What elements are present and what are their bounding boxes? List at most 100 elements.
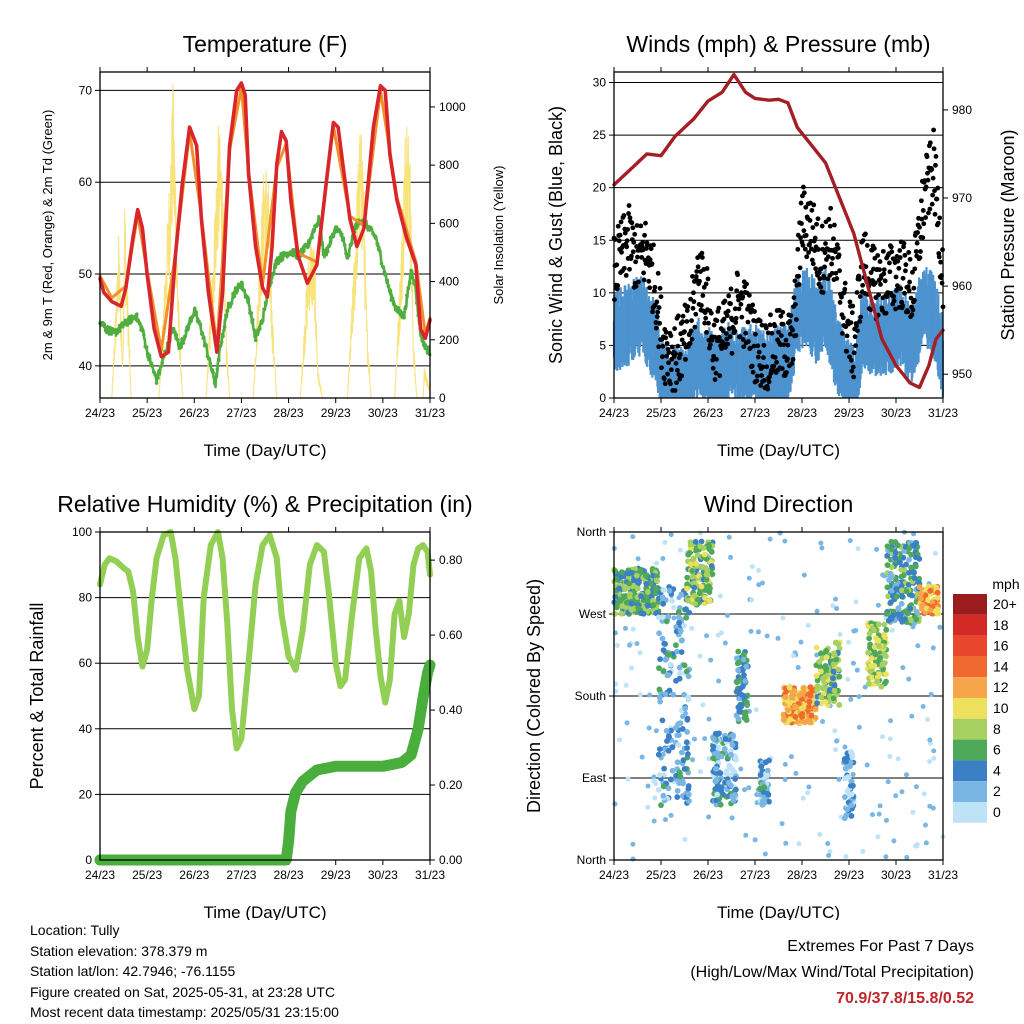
direction-point bbox=[937, 624, 943, 630]
gust-point bbox=[691, 290, 696, 296]
direction-point bbox=[792, 713, 799, 720]
dewpoint-point bbox=[175, 338, 180, 342]
direction-point bbox=[796, 692, 803, 699]
direction-point bbox=[729, 742, 736, 748]
gust-point bbox=[820, 246, 826, 252]
direction-point bbox=[677, 773, 684, 780]
x-tick-label: 25/23 bbox=[132, 868, 162, 882]
direction-point bbox=[783, 840, 789, 846]
gust-point bbox=[765, 386, 771, 392]
gust-point bbox=[893, 306, 898, 312]
gust-point bbox=[753, 331, 758, 337]
direction-point bbox=[871, 644, 878, 650]
gust-point bbox=[774, 359, 780, 365]
gust-point bbox=[801, 184, 806, 190]
gust-point bbox=[883, 310, 889, 316]
direction-point bbox=[714, 791, 721, 798]
direction-point bbox=[669, 744, 676, 751]
direction-point bbox=[737, 685, 744, 692]
gust-point bbox=[815, 216, 821, 222]
gust-point bbox=[693, 311, 699, 317]
dewpoint-point bbox=[238, 284, 242, 289]
gust-point bbox=[854, 290, 860, 295]
y2-tick-label: 960 bbox=[952, 279, 972, 293]
gust-point bbox=[766, 379, 772, 385]
dewpoint-point bbox=[207, 357, 211, 361]
y-tick-label: 40 bbox=[79, 722, 93, 736]
gust-point bbox=[806, 250, 811, 255]
dewpoint-point bbox=[256, 329, 261, 334]
gust-point bbox=[789, 361, 795, 367]
direction-point bbox=[624, 720, 630, 726]
gust-point bbox=[630, 225, 636, 231]
gust-point bbox=[842, 286, 848, 292]
direction-point bbox=[748, 628, 754, 634]
gust-point bbox=[799, 221, 804, 226]
direction-point bbox=[899, 593, 905, 600]
direction-point bbox=[814, 700, 820, 707]
y-tick-label: 15 bbox=[593, 233, 607, 247]
direction-point bbox=[689, 625, 695, 631]
direction-point bbox=[777, 530, 783, 536]
direction-point bbox=[644, 589, 651, 595]
direction-point bbox=[706, 716, 712, 722]
gust-point bbox=[754, 378, 760, 384]
direction-point bbox=[651, 818, 657, 824]
gust-point bbox=[730, 317, 735, 323]
gust-point bbox=[733, 315, 739, 321]
dewpoint-point bbox=[215, 367, 220, 371]
dewpoint-point bbox=[344, 251, 348, 256]
dewpoint-point bbox=[204, 343, 208, 347]
gust-point bbox=[828, 205, 834, 211]
gust-point bbox=[852, 334, 858, 340]
gust-point bbox=[816, 247, 821, 252]
direction-point bbox=[883, 817, 889, 823]
direction-point bbox=[833, 747, 839, 753]
direction-point bbox=[736, 708, 743, 715]
gust-point bbox=[647, 257, 653, 263]
direction-point bbox=[648, 580, 654, 587]
direction-point bbox=[813, 644, 820, 651]
gust-point bbox=[708, 310, 714, 316]
direction-point bbox=[684, 581, 690, 588]
direction-point bbox=[746, 785, 752, 791]
direction-point bbox=[669, 597, 675, 604]
direction-point bbox=[715, 752, 722, 759]
direction-point bbox=[836, 702, 843, 708]
gust-point bbox=[626, 203, 632, 208]
dewpoint-point bbox=[349, 241, 354, 246]
direction-point bbox=[790, 653, 796, 659]
gust-point bbox=[650, 309, 655, 315]
direction-point bbox=[684, 716, 691, 723]
gust-point bbox=[909, 312, 915, 318]
gust-point bbox=[652, 284, 658, 290]
gust-point bbox=[661, 376, 667, 382]
direction-point bbox=[767, 536, 773, 542]
direction-point bbox=[682, 836, 688, 842]
temp-2m-line bbox=[98, 81, 432, 359]
gust-point bbox=[629, 220, 635, 226]
gust-point bbox=[720, 328, 726, 334]
gust-point bbox=[881, 271, 887, 277]
dewpoint-point bbox=[410, 275, 415, 280]
direction-point bbox=[676, 614, 682, 621]
x-tick-label: 31/23 bbox=[928, 406, 958, 420]
gust-point bbox=[663, 329, 669, 335]
direction-point bbox=[717, 770, 724, 777]
direction-point bbox=[882, 634, 889, 641]
gust-point bbox=[693, 274, 699, 279]
direction-point bbox=[697, 769, 703, 775]
direction-point bbox=[924, 596, 931, 603]
dewpoint-point bbox=[325, 249, 330, 254]
gust-point bbox=[716, 305, 722, 311]
direction-point bbox=[685, 597, 692, 604]
gust-point bbox=[732, 306, 738, 312]
y-axis-label: Sonic Wind & Gust (Blue, Black) bbox=[546, 106, 566, 364]
direction-point bbox=[757, 785, 763, 792]
direction-point bbox=[656, 665, 662, 672]
gust-point bbox=[763, 325, 769, 331]
dewpoint-point bbox=[375, 241, 380, 246]
x-tick-label: 28/23 bbox=[787, 868, 817, 882]
y-tick-label: 100 bbox=[72, 525, 92, 539]
direction-point bbox=[807, 684, 814, 691]
